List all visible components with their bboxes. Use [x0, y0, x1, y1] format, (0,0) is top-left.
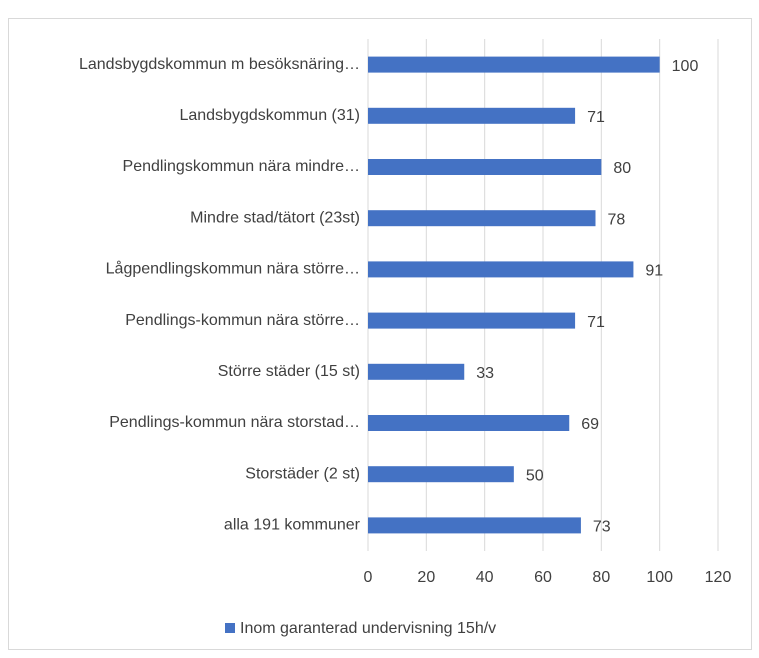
data-label: 69 — [581, 416, 599, 433]
data-label: 73 — [593, 519, 611, 536]
data-label: 91 — [645, 263, 663, 280]
y-tick-label: alla 191 kommuner — [224, 517, 361, 534]
data-label: 33 — [476, 365, 494, 382]
y-tick-label: Pendlingskommun nära mindre… — [123, 158, 360, 175]
bar — [368, 210, 596, 227]
y-tick-label: Lågpendlingskommun nära större… — [106, 260, 360, 278]
x-tick-label: 60 — [534, 569, 552, 586]
bar — [368, 261, 634, 278]
x-tick-label: 120 — [705, 569, 732, 586]
x-tick-label: 0 — [364, 569, 373, 586]
y-tick-label: Större städer (15 st) — [218, 363, 360, 380]
bar — [368, 56, 660, 73]
bar — [368, 312, 576, 329]
bar — [368, 517, 581, 534]
y-tick-label: Mindre stad/tätort (23st) — [190, 209, 360, 226]
data-label: 71 — [587, 314, 605, 331]
bar — [368, 363, 465, 380]
x-tick-label: 20 — [417, 569, 435, 586]
data-label: 78 — [608, 211, 626, 228]
data-label: 71 — [587, 109, 605, 126]
legend-label: Inom garanterad undervisning 15h/v — [240, 620, 496, 637]
legend-swatch — [225, 623, 235, 633]
x-tick-label: 40 — [476, 569, 494, 586]
y-tick-label: Landsbygdskommun (31) — [179, 107, 360, 124]
bar — [368, 466, 514, 483]
x-tick-label: 80 — [592, 569, 610, 586]
bar — [368, 107, 576, 124]
y-tick-label: Pendlings-kommun nära större… — [125, 312, 360, 329]
bar — [368, 159, 602, 175]
bar — [368, 415, 570, 431]
y-tick-label: Pendlings-kommun nära storstad… — [109, 414, 360, 431]
y-tick-label: Landsbygdskommun m besöksnäring… — [79, 56, 360, 73]
data-label: 50 — [526, 467, 544, 484]
y-tick-label: Storstäder (2 st) — [245, 465, 360, 482]
data-label: 80 — [613, 160, 631, 177]
data-label: 100 — [672, 58, 699, 75]
x-tick-label: 100 — [646, 569, 673, 586]
